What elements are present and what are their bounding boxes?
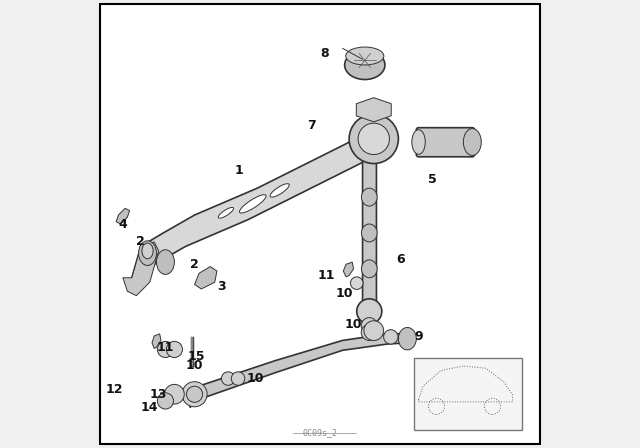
Circle shape bbox=[364, 321, 383, 340]
Circle shape bbox=[383, 330, 398, 344]
Polygon shape bbox=[123, 242, 159, 296]
Circle shape bbox=[166, 341, 182, 358]
Circle shape bbox=[182, 382, 207, 407]
Circle shape bbox=[361, 318, 378, 334]
Text: 10: 10 bbox=[186, 358, 204, 372]
Circle shape bbox=[164, 384, 184, 404]
Circle shape bbox=[157, 393, 173, 409]
Circle shape bbox=[358, 123, 389, 155]
Ellipse shape bbox=[344, 51, 385, 80]
Text: 0C09s_2: 0C09s_2 bbox=[303, 428, 337, 437]
Ellipse shape bbox=[398, 327, 416, 350]
Text: 13: 13 bbox=[150, 388, 168, 401]
Circle shape bbox=[351, 277, 363, 289]
Ellipse shape bbox=[218, 207, 234, 218]
Ellipse shape bbox=[362, 260, 377, 278]
Text: 14: 14 bbox=[141, 401, 159, 414]
Text: 2: 2 bbox=[190, 258, 199, 271]
Circle shape bbox=[356, 299, 382, 324]
Text: 5: 5 bbox=[428, 172, 436, 186]
Circle shape bbox=[361, 324, 378, 340]
Text: 3: 3 bbox=[217, 280, 226, 293]
Circle shape bbox=[221, 372, 235, 385]
Ellipse shape bbox=[270, 184, 289, 197]
Text: 11: 11 bbox=[157, 340, 174, 354]
Polygon shape bbox=[152, 334, 161, 349]
Polygon shape bbox=[116, 208, 130, 224]
Ellipse shape bbox=[156, 250, 174, 274]
Ellipse shape bbox=[362, 224, 377, 242]
FancyBboxPatch shape bbox=[417, 128, 475, 157]
Polygon shape bbox=[190, 334, 410, 408]
Polygon shape bbox=[195, 267, 217, 289]
Ellipse shape bbox=[142, 243, 153, 259]
Ellipse shape bbox=[412, 130, 426, 154]
Ellipse shape bbox=[463, 129, 481, 155]
Text: 11: 11 bbox=[318, 269, 335, 282]
Ellipse shape bbox=[346, 47, 384, 65]
Text: 10: 10 bbox=[246, 372, 264, 385]
Text: 10: 10 bbox=[336, 287, 353, 300]
Polygon shape bbox=[132, 130, 378, 278]
Text: 10: 10 bbox=[345, 318, 362, 332]
FancyBboxPatch shape bbox=[362, 142, 376, 331]
Ellipse shape bbox=[362, 188, 377, 206]
Text: 4: 4 bbox=[118, 217, 127, 231]
Polygon shape bbox=[356, 98, 391, 122]
Polygon shape bbox=[343, 262, 353, 277]
Circle shape bbox=[186, 386, 203, 402]
Text: 6: 6 bbox=[396, 253, 405, 267]
Text: 12: 12 bbox=[105, 383, 123, 396]
Circle shape bbox=[157, 341, 173, 358]
Circle shape bbox=[349, 114, 398, 164]
Text: 1: 1 bbox=[235, 164, 244, 177]
Text: 7: 7 bbox=[307, 119, 316, 132]
Text: 8: 8 bbox=[320, 47, 329, 60]
Ellipse shape bbox=[139, 241, 157, 265]
Bar bbox=[414, 358, 522, 430]
Circle shape bbox=[231, 372, 244, 385]
Text: 2: 2 bbox=[136, 235, 145, 249]
Ellipse shape bbox=[239, 194, 266, 213]
Text: 15: 15 bbox=[188, 349, 205, 363]
Text: 9: 9 bbox=[414, 329, 423, 343]
